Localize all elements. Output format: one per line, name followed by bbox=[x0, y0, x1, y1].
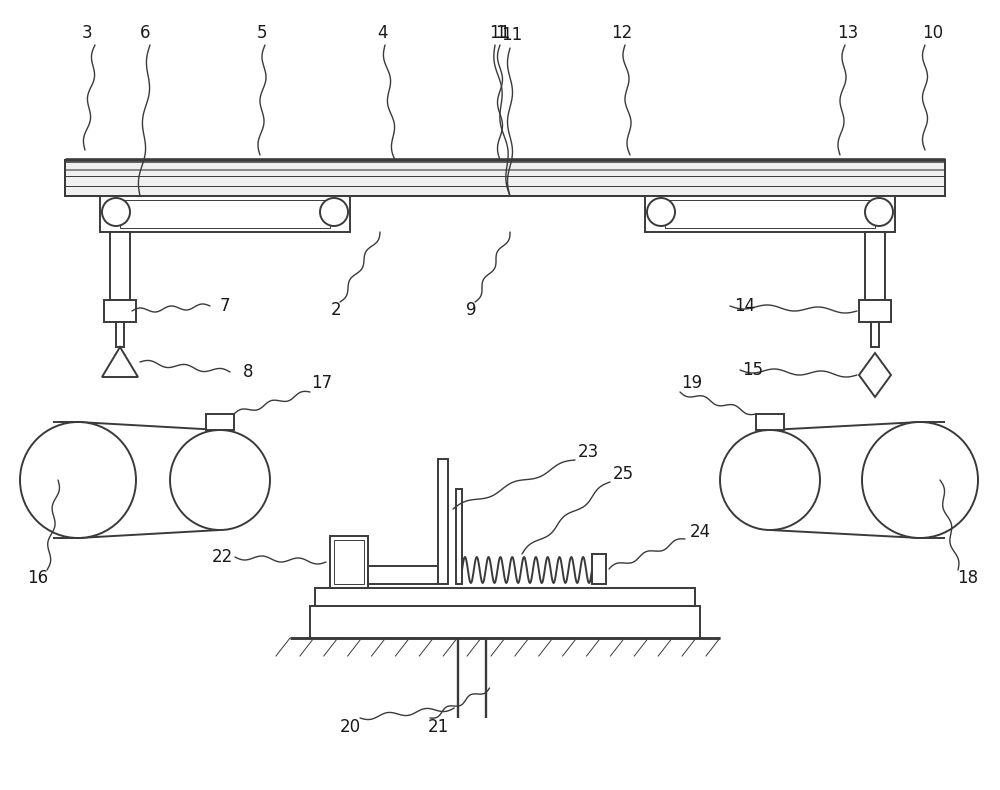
Text: 16: 16 bbox=[27, 569, 49, 587]
Bar bbox=[310, 606, 700, 638]
Text: 11: 11 bbox=[489, 24, 511, 42]
Text: 21: 21 bbox=[427, 718, 449, 736]
Bar bbox=[206, 414, 234, 430]
Text: 12: 12 bbox=[611, 24, 633, 42]
Bar bbox=[315, 588, 695, 606]
Text: 18: 18 bbox=[957, 569, 979, 587]
Bar bbox=[592, 554, 606, 584]
Bar bbox=[334, 540, 364, 584]
Bar bbox=[665, 200, 875, 228]
Text: 22: 22 bbox=[211, 548, 233, 566]
Polygon shape bbox=[102, 347, 138, 377]
Text: 3: 3 bbox=[82, 24, 92, 42]
Bar bbox=[368, 566, 438, 584]
Circle shape bbox=[20, 422, 136, 538]
Text: 11: 11 bbox=[501, 26, 523, 44]
Circle shape bbox=[170, 430, 270, 530]
Text: 4: 4 bbox=[377, 24, 387, 42]
Bar bbox=[104, 300, 136, 322]
Bar bbox=[871, 322, 879, 347]
Bar bbox=[110, 232, 130, 300]
Bar bbox=[116, 322, 124, 347]
Circle shape bbox=[102, 198, 130, 226]
Bar bbox=[859, 300, 891, 322]
Text: 25: 25 bbox=[612, 465, 634, 483]
Bar bbox=[65, 160, 945, 196]
Bar bbox=[438, 459, 448, 584]
Text: 17: 17 bbox=[311, 374, 333, 392]
Circle shape bbox=[647, 198, 675, 226]
Bar bbox=[756, 414, 784, 430]
Text: 20: 20 bbox=[339, 718, 361, 736]
Bar bbox=[456, 489, 462, 584]
Bar bbox=[100, 196, 350, 232]
Text: 15: 15 bbox=[742, 361, 764, 379]
Bar bbox=[330, 536, 368, 588]
Bar bbox=[645, 196, 895, 232]
Text: 24: 24 bbox=[689, 523, 711, 541]
Circle shape bbox=[865, 198, 893, 226]
Bar bbox=[865, 232, 885, 300]
Bar bbox=[120, 200, 330, 228]
Text: 9: 9 bbox=[466, 301, 476, 319]
Circle shape bbox=[320, 198, 348, 226]
Text: 1: 1 bbox=[495, 24, 505, 42]
Circle shape bbox=[720, 430, 820, 530]
Text: 23: 23 bbox=[577, 443, 599, 461]
Text: 8: 8 bbox=[243, 363, 253, 381]
Text: 19: 19 bbox=[681, 374, 703, 392]
Circle shape bbox=[862, 422, 978, 538]
Text: 10: 10 bbox=[922, 24, 944, 42]
Text: 14: 14 bbox=[734, 297, 756, 315]
Text: 7: 7 bbox=[220, 297, 230, 315]
Text: 2: 2 bbox=[331, 301, 341, 319]
Text: 5: 5 bbox=[257, 24, 267, 42]
Text: 6: 6 bbox=[140, 24, 150, 42]
Bar bbox=[65, 160, 945, 196]
Polygon shape bbox=[859, 353, 891, 397]
Text: 13: 13 bbox=[837, 24, 859, 42]
